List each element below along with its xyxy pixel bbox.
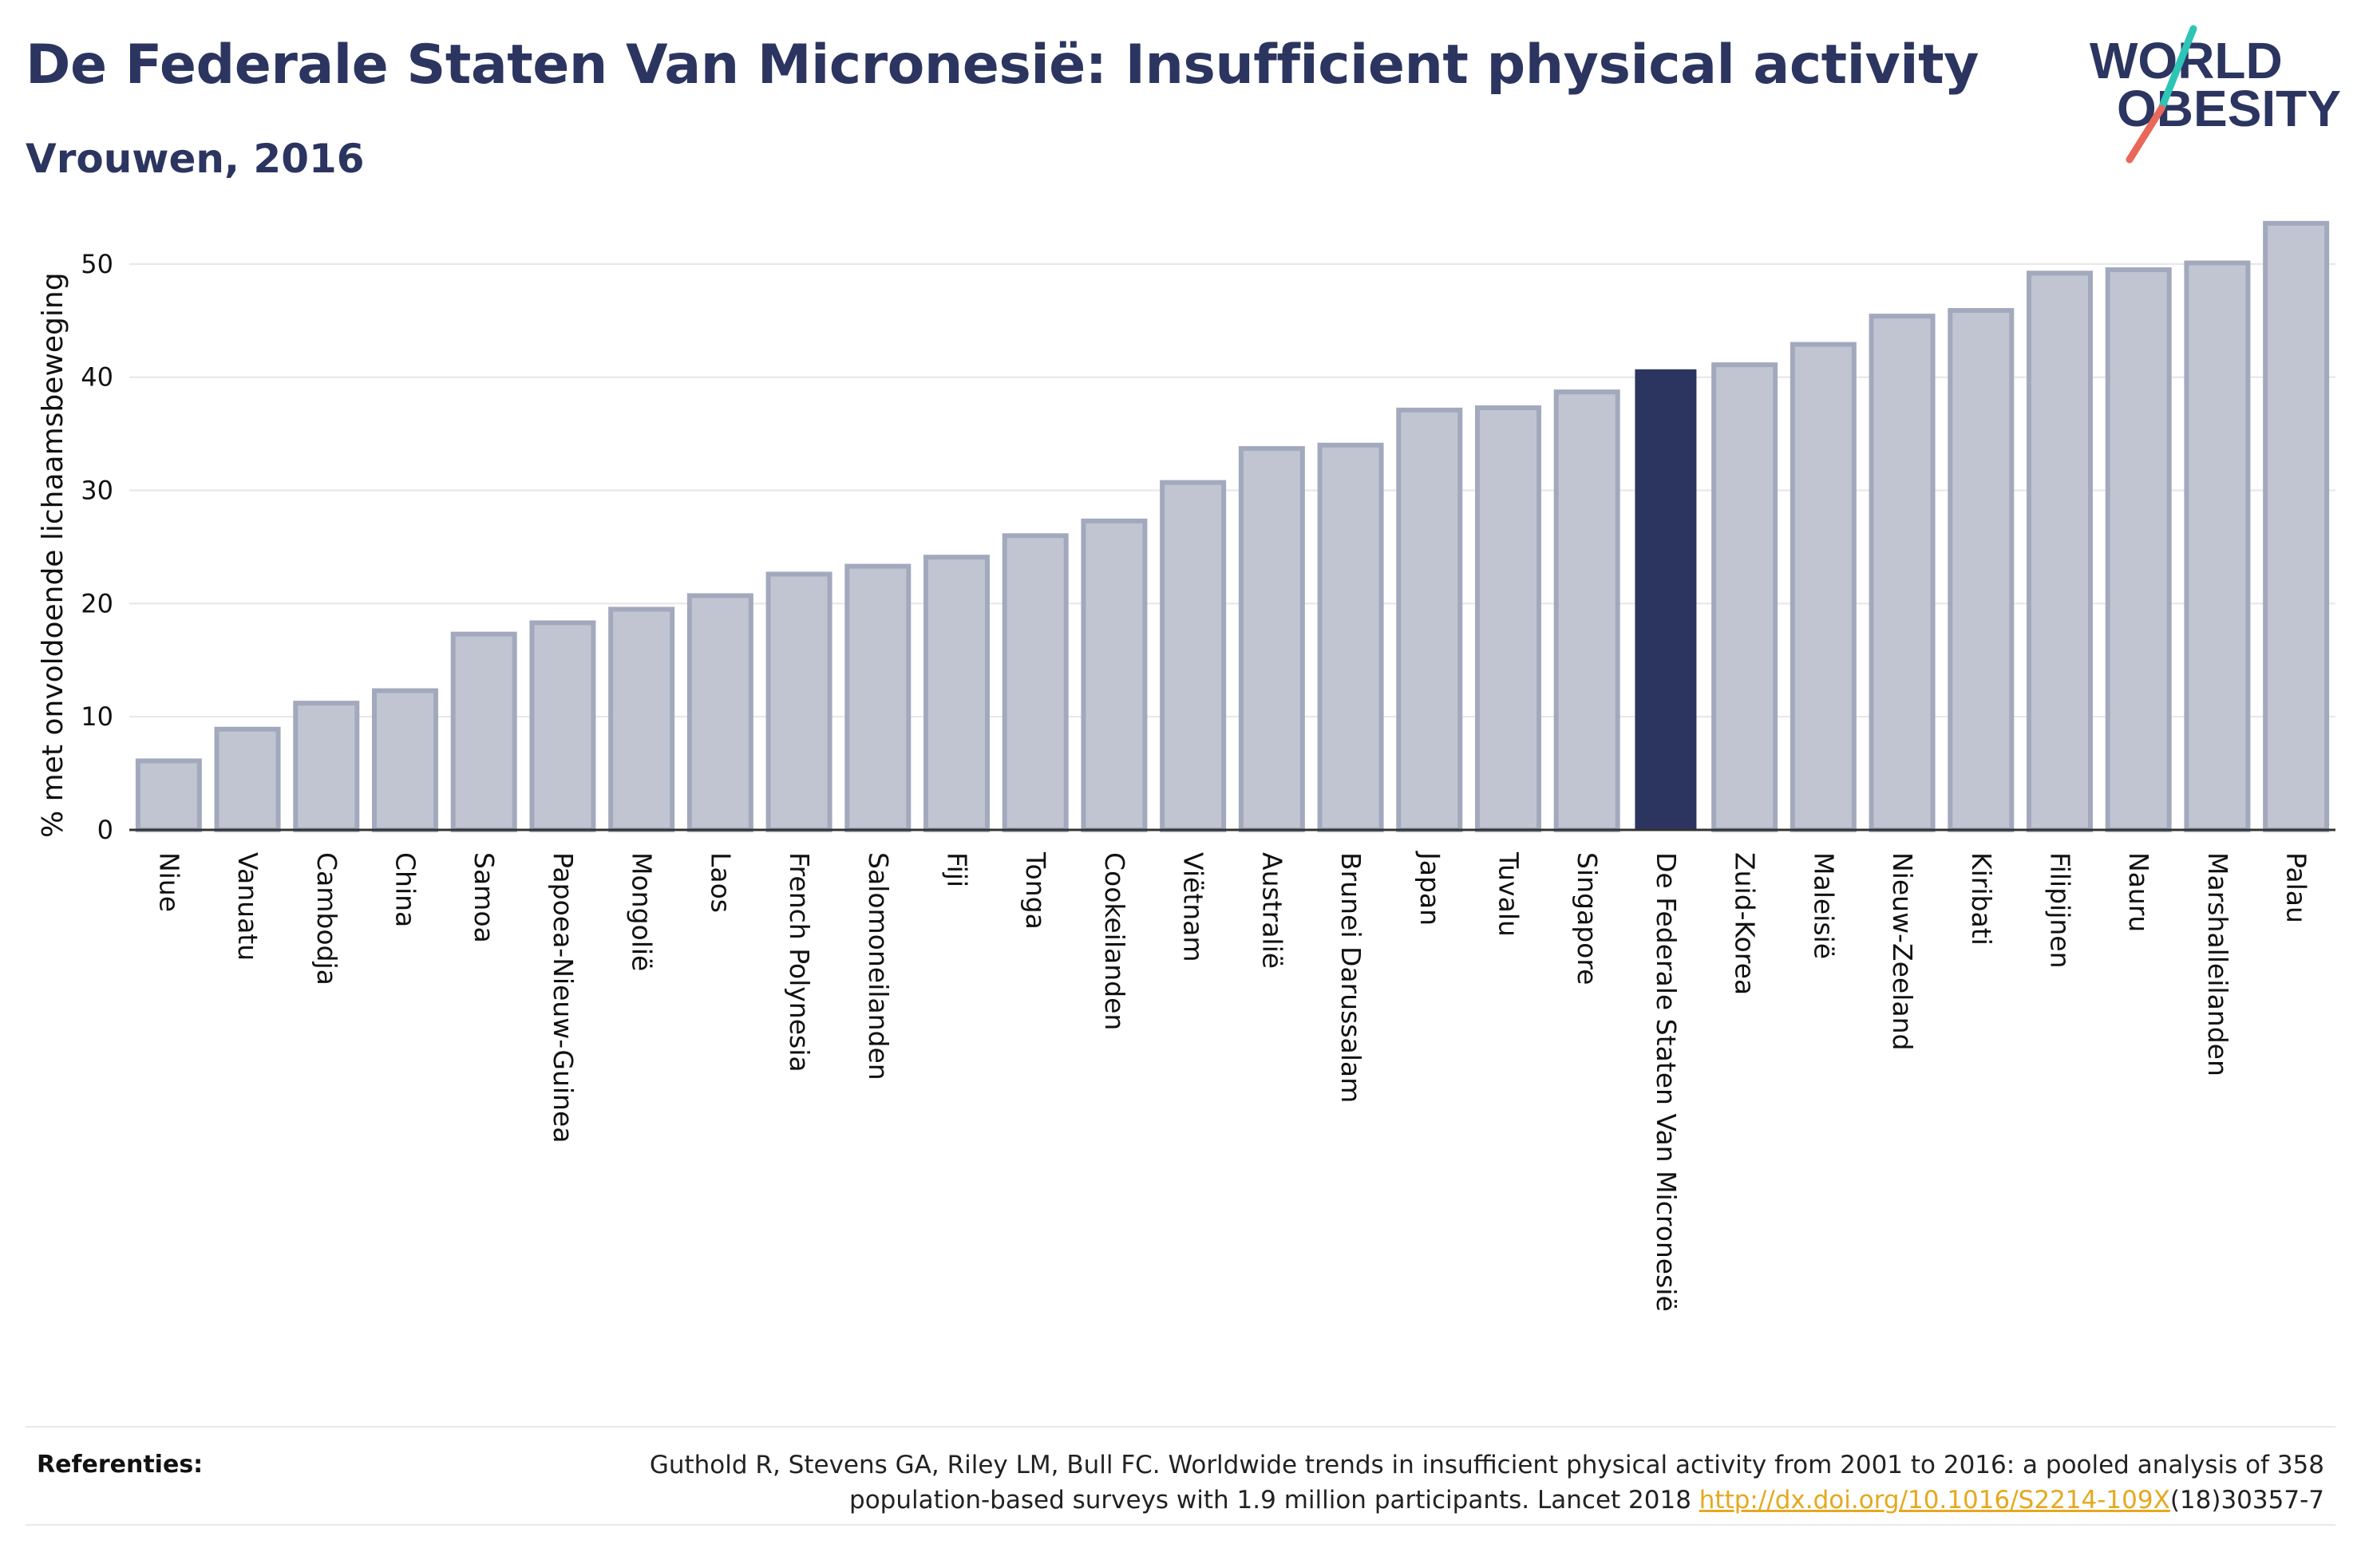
- bar: [2105, 267, 2172, 832]
- bar: [2184, 260, 2251, 832]
- bar: [1002, 533, 1069, 832]
- chart-title: De Federale Staten Van Micronesië: Insuf…: [26, 34, 1979, 97]
- x-tick-label: Brunei Darussalam: [1335, 852, 1366, 1103]
- footer-divider-bottom: [26, 1524, 2335, 1526]
- bar: [1081, 518, 1148, 832]
- bars: [135, 220, 2330, 833]
- chart-subtitle: Vrouwen, 2016: [26, 136, 365, 182]
- references-line2-suffix: (18)30357-7: [2169, 1486, 2324, 1515]
- x-tick-label: Samoa: [469, 852, 500, 943]
- references-label: Referenties:: [37, 1451, 204, 1479]
- bar: [135, 758, 202, 832]
- bar: [2027, 271, 2093, 833]
- bar: [1317, 442, 1384, 832]
- x-tick-label: Laos: [705, 852, 736, 913]
- y-tick-label: 30: [81, 476, 113, 506]
- y-axis-ticks: 0 10 20 30 40 50: [81, 249, 113, 845]
- x-tick-label: Niue: [153, 852, 184, 912]
- x-tick-label: Viëtnam: [1178, 852, 1209, 962]
- x-tick-label: China: [390, 852, 421, 927]
- bar: [844, 563, 912, 833]
- logo-slash-teal: [2157, 25, 2197, 113]
- x-tick-label: French Polynesia: [784, 852, 815, 1072]
- bar-highlight: [1635, 369, 1697, 830]
- bar: [372, 688, 438, 833]
- x-tick-label: Salomoneilanden: [863, 852, 894, 1080]
- bar: [450, 631, 517, 832]
- bar: [529, 620, 596, 832]
- bar: [608, 606, 675, 832]
- x-tick-label: Marshalleilanden: [2202, 852, 2233, 1076]
- logo-text-obesity: OBESITY: [2117, 80, 2341, 137]
- footer-divider-top: [26, 1426, 2335, 1428]
- logo-slash-red: [2126, 105, 2165, 164]
- x-axis-labels: Niue Vanuatu Cambodja China Samoa Papoea-Nieu…: [153, 851, 2312, 1312]
- x-tick-label: Kiribati: [1966, 852, 1997, 946]
- x-tick-label: De Federale Staten Van Micronesië: [1651, 852, 1682, 1312]
- bar: [1711, 362, 1778, 832]
- bar: [1869, 314, 1936, 832]
- references-line1: Guthold R, Stevens GA, Riley LM, Bull FC…: [649, 1451, 2324, 1479]
- x-tick-label: Mongolië: [627, 852, 658, 971]
- bar: [214, 726, 281, 832]
- bar: [686, 593, 753, 832]
- bar: [1553, 389, 1620, 832]
- x-tick-label: Vanuatu: [232, 852, 263, 961]
- x-tick-label: Cookeilanden: [1099, 852, 1130, 1030]
- bar: [293, 701, 360, 832]
- x-tick-label: Tonga: [1020, 851, 1051, 930]
- x-tick-label: Nauru: [2123, 852, 2154, 932]
- x-tick-label: Cambodja: [311, 852, 342, 985]
- x-tick-label: Australië: [1256, 852, 1287, 969]
- x-tick-label: Filipijnen: [2045, 852, 2076, 969]
- y-axis-label: % met onvoldoende lichaamsbeweging: [37, 272, 69, 838]
- bar: [1160, 480, 1227, 832]
- bar: [2263, 220, 2330, 832]
- x-tick-label: Nieuw-Zeeland: [1887, 852, 1918, 1050]
- x-tick-label: Tuvalu: [1493, 851, 1525, 937]
- bar: [1790, 342, 1857, 833]
- y-tick-label: 20: [81, 588, 113, 618]
- bar: [1238, 446, 1305, 833]
- y-tick-label: 10: [81, 701, 113, 732]
- bar: [1948, 308, 2015, 832]
- y-tick-label: 50: [81, 249, 113, 279]
- world-obesity-logo: WORLD OBESITY: [2090, 25, 2341, 164]
- bar: [1396, 407, 1463, 832]
- references-text: Guthold R, Stevens GA, Riley LM, Bull FC…: [488, 1448, 2324, 1518]
- references-doi-link[interactable]: http://dx.doi.org/10.1016/S2214-109X: [1699, 1486, 2170, 1515]
- bar-chart: 0 10 20 30 40 50 Niue Vanuatu Cambodja China Samo…: [37, 220, 2335, 1312]
- x-tick-label: Maleisië: [1808, 852, 1839, 959]
- bar: [923, 555, 990, 833]
- x-tick-label: Fiji: [942, 852, 973, 887]
- x-tick-label: Singapore: [1572, 852, 1603, 985]
- bar: [1475, 405, 1541, 832]
- x-tick-label: Zuid-Korea: [1730, 852, 1761, 995]
- y-tick-label: 0: [97, 815, 113, 845]
- x-tick-label: Papoea-Nieuw-Guinea: [548, 852, 579, 1143]
- x-tick-label: Japan: [1414, 851, 1445, 926]
- y-tick-label: 40: [81, 362, 113, 393]
- bar: [765, 571, 832, 832]
- references-line2-prefix: population-based surveys with 1.9 millio…: [849, 1486, 1699, 1515]
- x-tick-label: Palau: [2281, 852, 2312, 923]
